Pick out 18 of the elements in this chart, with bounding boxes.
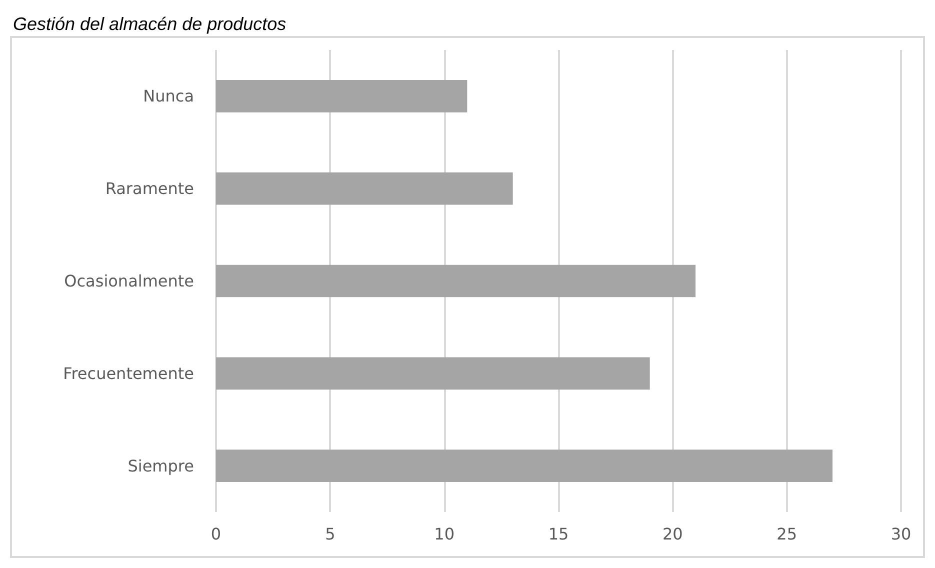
y-tick-label: Ocasionalmente xyxy=(64,272,194,290)
bar xyxy=(216,172,513,205)
y-tick-label: Frecuentemente xyxy=(63,364,194,383)
chart-title: Gestión del almacén de productos xyxy=(13,14,286,34)
y-tick-label: Raramente xyxy=(105,179,194,198)
x-tick-label: 0 xyxy=(210,524,222,544)
x-tick-label: 25 xyxy=(776,524,798,544)
x-tick-label: 15 xyxy=(548,524,569,544)
bar xyxy=(216,264,696,298)
x-tick-label: 10 xyxy=(434,524,455,544)
bar xyxy=(216,80,468,112)
y-tick-label: Siempre xyxy=(128,456,194,476)
y-tick-label: Nunca xyxy=(143,86,194,106)
x-tick-label: 30 xyxy=(890,524,912,544)
bar xyxy=(216,450,832,482)
x-tick-label: 20 xyxy=(662,524,683,544)
x-tick-label: 5 xyxy=(325,524,336,544)
bar xyxy=(216,357,650,390)
